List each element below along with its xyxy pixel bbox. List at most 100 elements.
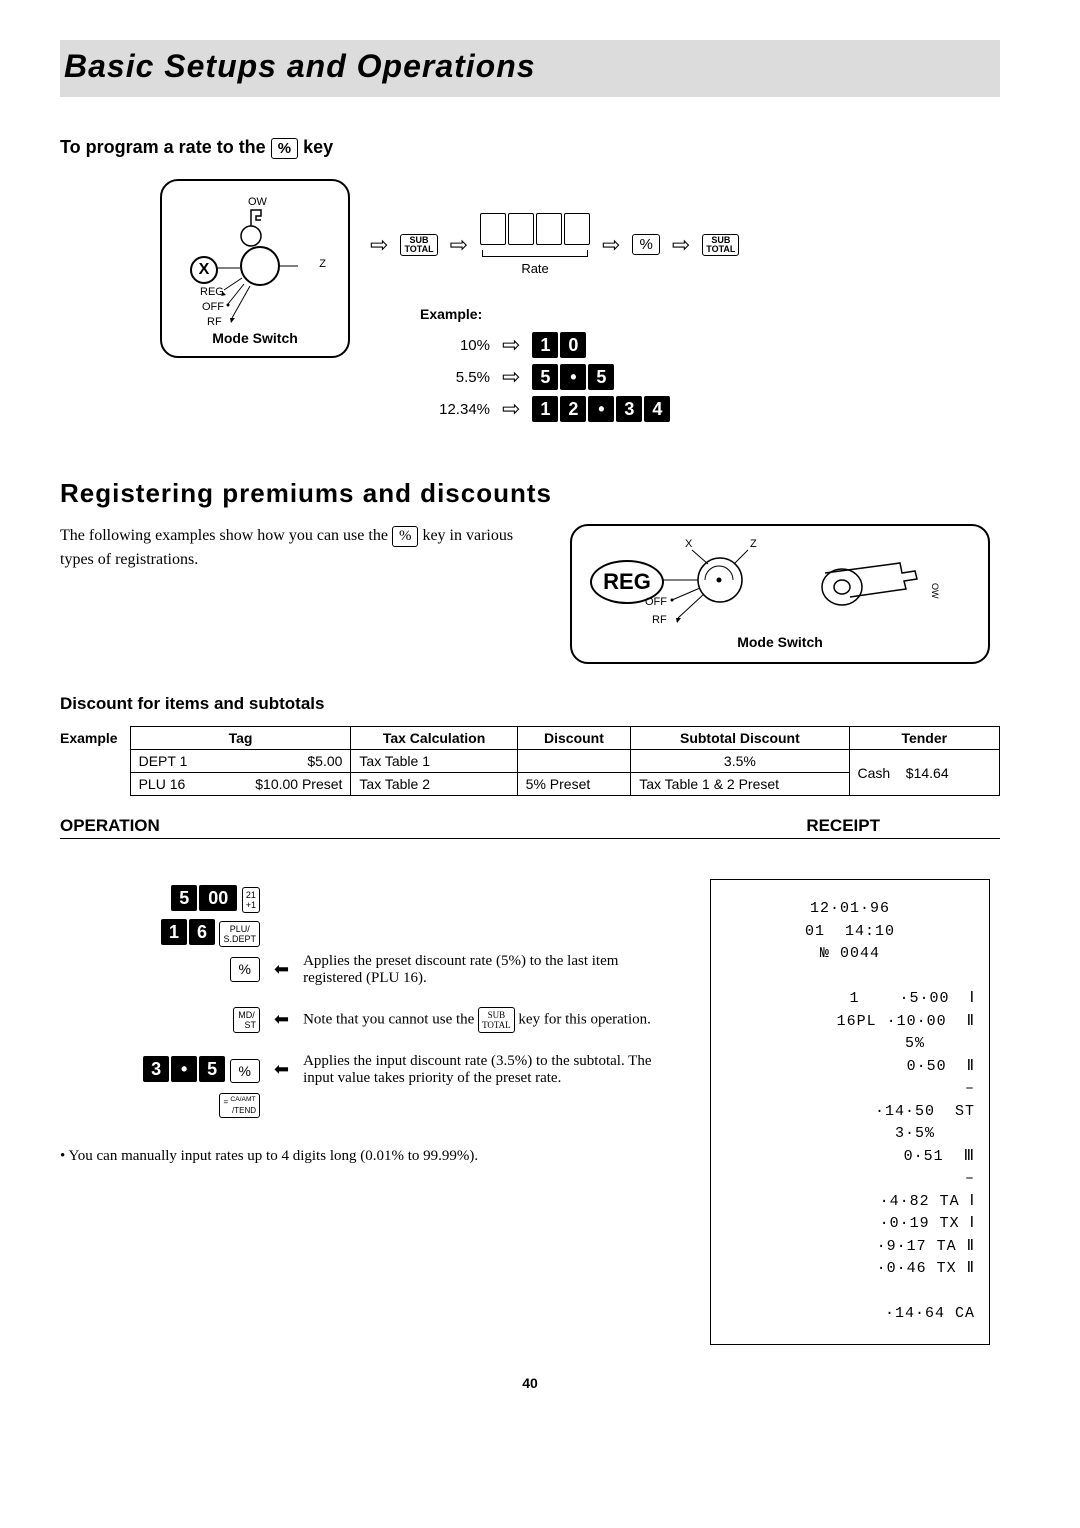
digit-group: 10 [532, 332, 586, 358]
table-header: Subtotal Discount [631, 727, 849, 750]
percent-key: % [230, 1059, 260, 1083]
receipt-line: ·14·64 CA [725, 1303, 975, 1326]
digit-key: 5 [199, 1056, 225, 1082]
digit-key: 4 [644, 396, 670, 422]
operation-keys: 500 21+1 [60, 885, 260, 913]
receipt-line: 16PL ·10·00 Ⅱ [725, 1011, 975, 1034]
subtotal-key: SUBTOTAL [702, 234, 739, 256]
mode-switch-box: OW X Z REG OFF RF [160, 179, 350, 358]
arrow-icon: ⇨ [502, 364, 520, 390]
receipt-line: 3·5% [725, 1123, 975, 1146]
percent-key: % [271, 138, 298, 160]
operation-desc: Applies the preset discount rate (5%) to… [303, 953, 680, 987]
table-header: Tax Calculation [351, 727, 517, 750]
program-right: ⇨ SUBTOTAL ⇨ Rate ⇨ % ⇨ SUBTOTAL [370, 179, 739, 428]
operation-line: % ⬅ Applies the preset discount rate (5%… [60, 953, 680, 987]
digit-key: 6 [189, 919, 215, 945]
banner: Basic Setups and Operations [60, 40, 1000, 97]
example-percent: 10% [420, 337, 490, 354]
digit-key: 3 [616, 396, 642, 422]
table-cell: 5% Preset [517, 773, 631, 796]
receipt-line: ·0·19 TX Ⅰ [725, 1213, 975, 1236]
arrow-icon: ⇨ [450, 232, 468, 258]
page-number: 40 [60, 1375, 1000, 1391]
operation-desc: Note that you cannot use the SUBTOTAL ke… [303, 1007, 680, 1033]
rate-label: Rate [480, 261, 590, 276]
mode-switch-label: Mode Switch [590, 634, 970, 650]
dot-key: • [171, 1056, 197, 1082]
table-cell: DEPT 1 $5.00 [130, 750, 351, 773]
receipt-line: № 0044 [725, 943, 975, 966]
program-sequence: ⇨ SUBTOTAL ⇨ Rate ⇨ % ⇨ SUBTOTAL [370, 213, 739, 276]
digit-group: 5•5 [532, 364, 614, 390]
program-heading: To program a rate to the % key [60, 137, 1000, 159]
operation-left: 500 21+1 16 PLU/S.DEPT % ⬅ Applies the p… [60, 879, 680, 1345]
digit-key: 1 [532, 332, 558, 358]
operation-line: 16 PLU/S.DEPT [60, 919, 680, 947]
table-cell [517, 750, 631, 773]
digit-key: 5 [171, 885, 197, 911]
digit-key: 1 [161, 919, 187, 945]
rate-input: Rate [480, 213, 590, 276]
receipt-line: ·14·50 ST [725, 1101, 975, 1124]
digit-box [536, 213, 562, 245]
table-cell: Cash $14.64 [849, 750, 999, 796]
operation-line: MD/ ST ⬅ Note that you cannot use the SU… [60, 1007, 680, 1033]
digit-key: 5 [588, 364, 614, 390]
example-row: 5.5%⇨5•5 [420, 364, 739, 390]
arrow-icon: ⇨ [602, 232, 620, 258]
mode-dial: OW X Z REG OFF RF [180, 196, 330, 326]
example-row: 10%⇨10 [420, 332, 739, 358]
table-cell: PLU 16 $10.00 Preset [130, 773, 351, 796]
operation-line: 3•5 % ⬅ Applies the input discount rate … [60, 1053, 680, 1087]
operation-keys: 16 PLU/S.DEPT [60, 919, 260, 947]
program-heading-pre: To program a rate to the [60, 137, 271, 157]
operation-keys: % [60, 957, 260, 981]
digit-box [480, 213, 506, 245]
example-table: Tag Tax Calculation Discount Subtotal Di… [130, 726, 1000, 796]
operation-keys: 3•5 % [60, 1056, 260, 1083]
digit-key: 2 [560, 396, 586, 422]
percent-key: % [230, 957, 260, 981]
registering-title: Registering premiums and discounts [60, 478, 1000, 509]
arrow-left-icon: ⬅ [274, 1059, 289, 1080]
arrow-icon: ⇨ [502, 396, 520, 422]
receipt-label: RECEIPT [806, 816, 880, 836]
registering-row: The following examples show how you can … [60, 524, 1000, 664]
operation-desc: Applies the input discount rate (3.5%) t… [303, 1053, 680, 1087]
receipt-line: 1 ·5·00 Ⅰ [725, 988, 975, 1011]
digit-key: 3 [143, 1056, 169, 1082]
arrow-icon: ⇨ [672, 232, 690, 258]
banner-title: Basic Setups and Operations [64, 48, 536, 84]
receipt-line: – [725, 1078, 975, 1101]
receipt-line [725, 1281, 975, 1304]
program-row: OW X Z REG OFF RF [160, 179, 1000, 428]
receipt-line [725, 966, 975, 989]
page: Basic Setups and Operations To program a… [0, 0, 1080, 1431]
digit-box [508, 213, 534, 245]
receipt-line: 01 14:10 [725, 921, 975, 944]
dept-key: 21+1 [242, 887, 260, 913]
subtotal-key: SUBTOTAL [400, 234, 437, 256]
receipt-line: 5% [725, 1033, 975, 1056]
digit-group: 12•34 [532, 396, 670, 422]
dot-key: • [588, 396, 614, 422]
arrow-left-icon: ⬅ [274, 1009, 289, 1030]
program-heading-post: key [303, 137, 333, 157]
receipt-line: 12·01·96 [725, 898, 975, 921]
example-table-wrap: Example Tag Tax Calculation Discount Sub… [60, 726, 1000, 796]
key-icon: OW [820, 543, 960, 623]
example-row: 12.34%⇨12•34 [420, 396, 739, 422]
operation-label: OPERATION [60, 816, 160, 836]
example-label: Example: [420, 306, 739, 322]
table-cell: 3.5% [631, 750, 849, 773]
dial-lines-icon [590, 538, 810, 628]
table-header-row: Tag Tax Calculation Discount Subtotal Di… [130, 727, 999, 750]
operation-area: 500 21+1 16 PLU/S.DEPT % ⬅ Applies the p… [60, 879, 1000, 1345]
receipt-line: ·0·46 TX Ⅱ [725, 1258, 975, 1281]
mode-switch-box-reg: REG X Z OFF RF [570, 524, 990, 664]
table-cell: Tax Table 2 [351, 773, 517, 796]
arrow-icon: ⇨ [370, 232, 388, 258]
dial-lines-icon [180, 196, 330, 336]
operation-note: • You can manually input rates up to 4 d… [60, 1148, 680, 1165]
